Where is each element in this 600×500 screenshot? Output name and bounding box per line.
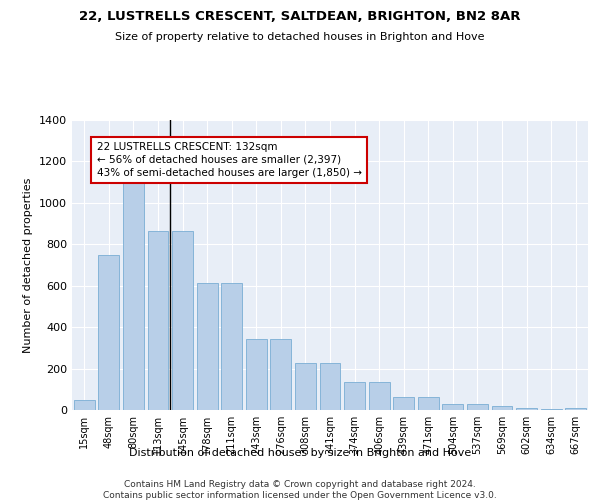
Bar bbox=[368, 382, 389, 410]
Bar bbox=[148, 231, 169, 410]
Bar bbox=[491, 406, 512, 410]
Bar bbox=[271, 338, 292, 410]
Bar bbox=[442, 404, 463, 410]
Text: Contains public sector information licensed under the Open Government Licence v3: Contains public sector information licen… bbox=[103, 491, 497, 500]
Text: 22, LUSTRELLS CRESCENT, SALTDEAN, BRIGHTON, BN2 8AR: 22, LUSTRELLS CRESCENT, SALTDEAN, BRIGHT… bbox=[79, 10, 521, 23]
Bar bbox=[541, 409, 562, 410]
Bar bbox=[565, 408, 586, 410]
Text: Size of property relative to detached houses in Brighton and Hove: Size of property relative to detached ho… bbox=[115, 32, 485, 42]
Bar bbox=[393, 396, 414, 410]
Bar bbox=[246, 338, 267, 410]
Bar bbox=[295, 364, 316, 410]
Bar bbox=[344, 382, 365, 410]
Text: Contains HM Land Registry data © Crown copyright and database right 2024.: Contains HM Land Registry data © Crown c… bbox=[124, 480, 476, 489]
Bar bbox=[221, 282, 242, 410]
Bar bbox=[197, 282, 218, 410]
Bar bbox=[74, 400, 95, 410]
Bar bbox=[418, 396, 439, 410]
Bar bbox=[320, 364, 340, 410]
Text: Distribution of detached houses by size in Brighton and Hove: Distribution of detached houses by size … bbox=[129, 448, 471, 458]
Text: 22 LUSTRELLS CRESCENT: 132sqm
← 56% of detached houses are smaller (2,397)
43% o: 22 LUSTRELLS CRESCENT: 132sqm ← 56% of d… bbox=[97, 142, 362, 178]
Bar bbox=[467, 404, 488, 410]
Y-axis label: Number of detached properties: Number of detached properties bbox=[23, 178, 34, 352]
Bar bbox=[98, 254, 119, 410]
Bar bbox=[123, 182, 144, 410]
Bar bbox=[172, 231, 193, 410]
Bar bbox=[516, 408, 537, 410]
